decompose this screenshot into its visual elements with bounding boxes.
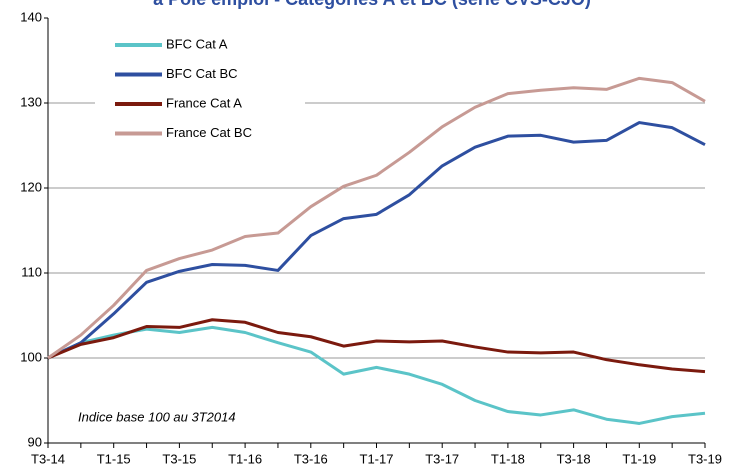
y-tick-label: 90 xyxy=(28,434,42,449)
y-tick-label: 100 xyxy=(20,349,42,364)
legend-label: BFC Cat BC xyxy=(166,66,238,81)
y-tick-label: 130 xyxy=(20,94,42,109)
legend-label: France Cat BC xyxy=(166,125,252,140)
x-tick-label: T3-18 xyxy=(557,451,591,466)
x-tick-label: T3-19 xyxy=(688,451,722,466)
x-tick-label: T1-15 xyxy=(97,451,131,466)
x-tick-label: T3-15 xyxy=(162,451,196,466)
y-tick-label: 110 xyxy=(21,264,42,279)
x-tick-label: T1-18 xyxy=(491,451,525,466)
legend-label: BFC Cat A xyxy=(166,36,228,51)
series-line xyxy=(47,121,706,360)
x-tick-label: T1-17 xyxy=(360,451,394,466)
series-line xyxy=(47,76,706,360)
x-tick-label: T3-14 xyxy=(31,451,65,466)
x-tick-label: T1-16 xyxy=(228,451,262,466)
y-tick-label: 120 xyxy=(20,179,42,194)
x-tick-label: T1-19 xyxy=(622,451,656,466)
chart-title: à Pôle emploi - Catégories A et BC (séri… xyxy=(153,0,591,9)
legend-label: France Cat A xyxy=(166,95,242,110)
x-tick-label: T3-16 xyxy=(294,451,328,466)
y-tick-label: 140 xyxy=(20,9,42,24)
annotation: Indice base 100 au 3T2014 xyxy=(78,409,236,424)
x-tick-label: T3-17 xyxy=(425,451,459,466)
series-line xyxy=(47,325,706,425)
series-line xyxy=(47,318,706,374)
